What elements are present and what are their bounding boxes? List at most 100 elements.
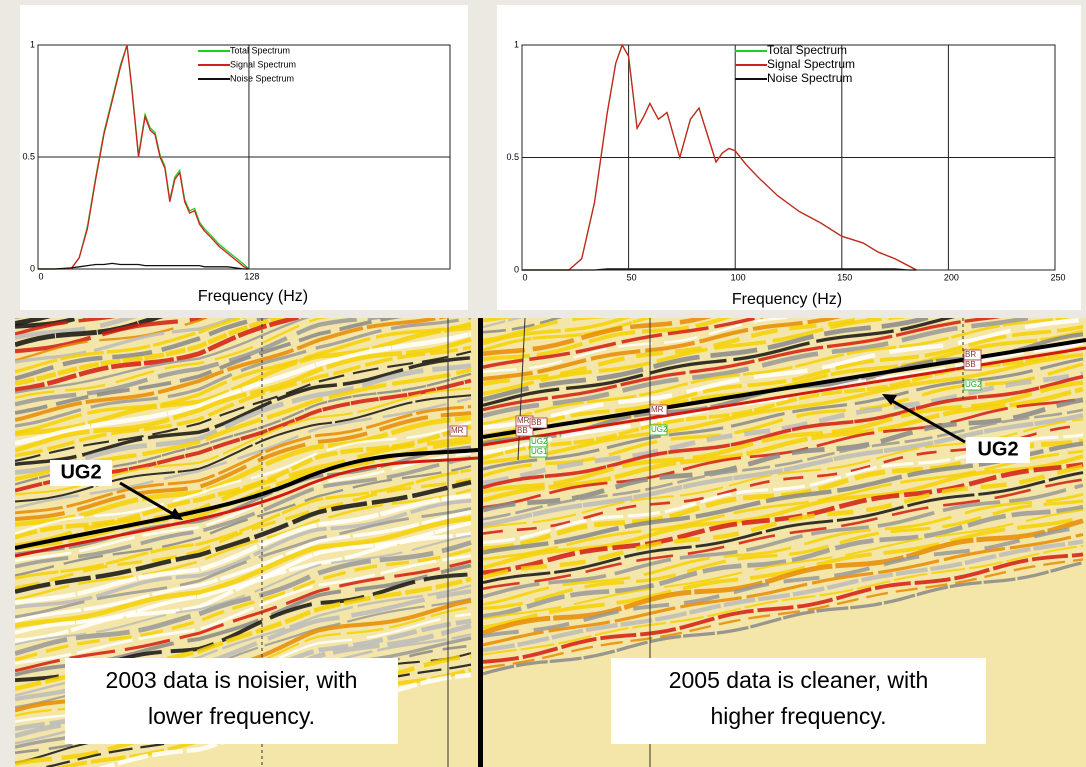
y-tick-label: 1 bbox=[30, 39, 35, 49]
reflector bbox=[15, 531, 472, 643]
series-line bbox=[38, 262, 249, 270]
horizon bbox=[483, 346, 1086, 447]
reflector bbox=[483, 318, 632, 346]
x-tick-label: 150 bbox=[837, 272, 852, 282]
caption: lower frequency. bbox=[148, 703, 315, 729]
overlay: UG2 UG2 2003 data is noisier, with lower fr… bbox=[50, 349, 1030, 744]
x-tick-label: 100 bbox=[731, 272, 746, 282]
reflector bbox=[15, 540, 472, 656]
x-tick-label: 128 bbox=[244, 271, 259, 281]
caption: 2003 data is noisier, with bbox=[106, 667, 358, 693]
y-tick-label: 0 bbox=[514, 264, 519, 274]
reflector bbox=[483, 318, 873, 387]
caption: 2005 data is cleaner, with bbox=[669, 667, 929, 693]
reflector bbox=[483, 454, 1084, 570]
reflector bbox=[15, 464, 472, 577]
annotation-bg bbox=[966, 437, 1030, 463]
reflector bbox=[483, 318, 908, 396]
reflector bbox=[15, 318, 448, 422]
legend-label: Noise Spectrum bbox=[230, 73, 294, 83]
reflector bbox=[483, 357, 1084, 471]
reflector bbox=[483, 318, 1039, 418]
reflector bbox=[15, 510, 472, 623]
reflector bbox=[15, 331, 472, 446]
x-tick-label: 200 bbox=[944, 272, 959, 282]
reflector bbox=[15, 318, 271, 381]
reflector bbox=[483, 324, 1084, 438]
reflector bbox=[15, 345, 472, 458]
x-tick-label: 250 bbox=[1050, 272, 1065, 282]
reflector bbox=[15, 318, 248, 374]
reflector bbox=[15, 563, 472, 677]
caption: higher frequency. bbox=[710, 703, 886, 729]
legend-label: Signal Spectrum bbox=[230, 59, 296, 69]
horizon bbox=[15, 456, 478, 558]
horizon-tag bbox=[649, 424, 668, 436]
reflector bbox=[483, 318, 1002, 412]
reflector bbox=[15, 405, 472, 515]
horizon-label: BB bbox=[517, 426, 528, 435]
reflector bbox=[15, 394, 472, 503]
annotation: UG2 bbox=[60, 461, 101, 483]
reflector bbox=[483, 462, 1084, 576]
caption-bg bbox=[611, 658, 986, 744]
reflector bbox=[15, 468, 472, 580]
reflector bbox=[15, 534, 472, 646]
reflector bbox=[15, 488, 472, 602]
x-tick-label: 0 bbox=[522, 272, 527, 282]
horizon-label: UG1 bbox=[531, 447, 548, 456]
legend-label: Noise Spectrum bbox=[767, 71, 852, 85]
reflector bbox=[15, 318, 387, 407]
reflector bbox=[483, 397, 1084, 509]
reflector bbox=[15, 318, 286, 386]
horizon-label: UG2 bbox=[531, 437, 548, 446]
reflector bbox=[15, 477, 472, 590]
horizon-label: MR bbox=[451, 426, 464, 435]
reflector bbox=[15, 321, 472, 435]
horizon-tag bbox=[963, 359, 982, 371]
reflector bbox=[483, 539, 1084, 653]
y-tick-label: 0.5 bbox=[22, 151, 35, 161]
reflector bbox=[483, 352, 1084, 465]
reflector bbox=[15, 397, 472, 510]
reflector bbox=[483, 318, 1084, 430]
arrow bbox=[886, 396, 966, 444]
reflector bbox=[483, 408, 1084, 521]
series-line bbox=[522, 268, 917, 271]
reflector bbox=[483, 552, 1084, 664]
horizon-tag bbox=[649, 404, 668, 416]
horizon bbox=[15, 448, 478, 550]
reflector bbox=[15, 479, 472, 594]
horizon-label: MR bbox=[517, 416, 530, 425]
divider bbox=[478, 318, 483, 767]
horizon-label: BR bbox=[965, 350, 976, 359]
reflector bbox=[483, 386, 1084, 503]
legend-label: Total Spectrum bbox=[230, 45, 290, 55]
reflector bbox=[15, 318, 164, 348]
reflector bbox=[15, 507, 472, 619]
y-tick-label: 1 bbox=[514, 39, 519, 49]
horizon-label: BB bbox=[965, 360, 976, 369]
reflector bbox=[15, 325, 472, 437]
reflector bbox=[15, 588, 472, 702]
reflector bbox=[15, 421, 472, 535]
horizon-tag bbox=[449, 425, 468, 437]
caption-bg bbox=[65, 658, 398, 744]
reflector bbox=[483, 318, 842, 381]
x-axis-label: Frequency (Hz) bbox=[732, 291, 842, 308]
annotation-bg bbox=[50, 460, 112, 486]
reflector bbox=[483, 508, 1084, 620]
seismic-section bbox=[483, 318, 1086, 767]
reflector bbox=[483, 504, 1084, 619]
reflector bbox=[483, 397, 1084, 513]
reflector bbox=[15, 435, 472, 548]
annotation: UG2 bbox=[977, 438, 1018, 460]
reflector bbox=[483, 362, 1084, 478]
reflector bbox=[15, 363, 472, 475]
horizon-label: MR bbox=[651, 405, 664, 414]
reflector bbox=[483, 371, 1084, 486]
x-tick-label: 0 bbox=[38, 271, 43, 281]
reflector bbox=[483, 492, 1084, 606]
reflector bbox=[15, 559, 472, 673]
horizon-label: UG2 bbox=[651, 425, 668, 434]
